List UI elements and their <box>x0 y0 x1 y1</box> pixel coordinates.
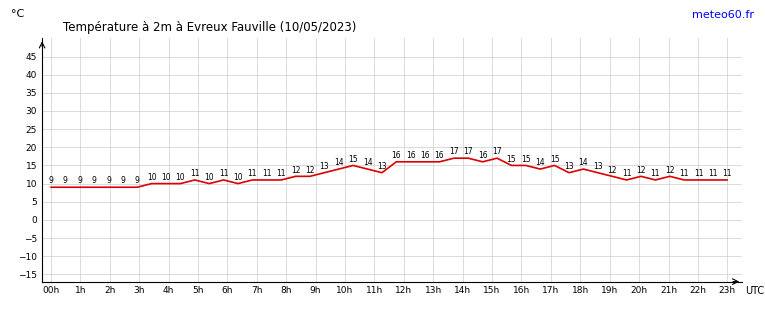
Text: 17: 17 <box>492 148 502 156</box>
Text: 11: 11 <box>190 169 200 178</box>
Text: 11: 11 <box>262 169 272 178</box>
Text: 13: 13 <box>320 162 329 171</box>
Text: 10: 10 <box>204 173 214 182</box>
Text: 9: 9 <box>106 176 111 185</box>
Text: 11: 11 <box>650 169 660 178</box>
Text: 14: 14 <box>578 158 588 167</box>
Text: Température à 2m à Evreux Fauville (10/05/2023): Température à 2m à Evreux Fauville (10/0… <box>63 21 356 35</box>
Text: 15: 15 <box>348 155 358 164</box>
Text: 11: 11 <box>679 169 689 178</box>
Text: 12: 12 <box>665 165 675 174</box>
Text: 13: 13 <box>377 162 387 171</box>
Text: 12: 12 <box>291 165 301 174</box>
Text: 12: 12 <box>636 165 646 174</box>
Text: 14: 14 <box>334 158 343 167</box>
Text: 15: 15 <box>521 155 531 164</box>
Text: 17: 17 <box>449 148 459 156</box>
Text: 14: 14 <box>536 158 545 167</box>
Text: 9: 9 <box>63 176 68 185</box>
Text: 10: 10 <box>176 173 185 182</box>
Text: 9: 9 <box>92 176 96 185</box>
Text: 17: 17 <box>464 148 473 156</box>
Text: 15: 15 <box>506 155 516 164</box>
Text: 11: 11 <box>276 169 286 178</box>
Text: 16: 16 <box>435 151 444 160</box>
Text: 13: 13 <box>593 162 603 171</box>
Text: 9: 9 <box>135 176 140 185</box>
Text: 11: 11 <box>694 169 703 178</box>
Text: 15: 15 <box>550 155 559 164</box>
Text: meteo60.fr: meteo60.fr <box>692 10 754 20</box>
Text: 11: 11 <box>723 169 732 178</box>
Text: 10: 10 <box>233 173 243 182</box>
Text: 11: 11 <box>248 169 257 178</box>
Text: 16: 16 <box>406 151 415 160</box>
Text: 10: 10 <box>161 173 171 182</box>
Text: 16: 16 <box>420 151 430 160</box>
Text: 13: 13 <box>565 162 574 171</box>
Text: 11: 11 <box>219 169 228 178</box>
Text: 12: 12 <box>305 165 314 174</box>
Text: 9: 9 <box>120 176 125 185</box>
Text: 11: 11 <box>708 169 718 178</box>
Text: 12: 12 <box>607 165 617 174</box>
Text: 14: 14 <box>363 158 373 167</box>
Text: 11: 11 <box>622 169 631 178</box>
Text: 16: 16 <box>392 151 401 160</box>
Text: 9: 9 <box>48 176 54 185</box>
Text: 10: 10 <box>147 173 156 182</box>
Text: 16: 16 <box>478 151 487 160</box>
Text: °C: °C <box>11 9 24 19</box>
Text: UTC: UTC <box>746 286 765 296</box>
Text: 9: 9 <box>77 176 82 185</box>
